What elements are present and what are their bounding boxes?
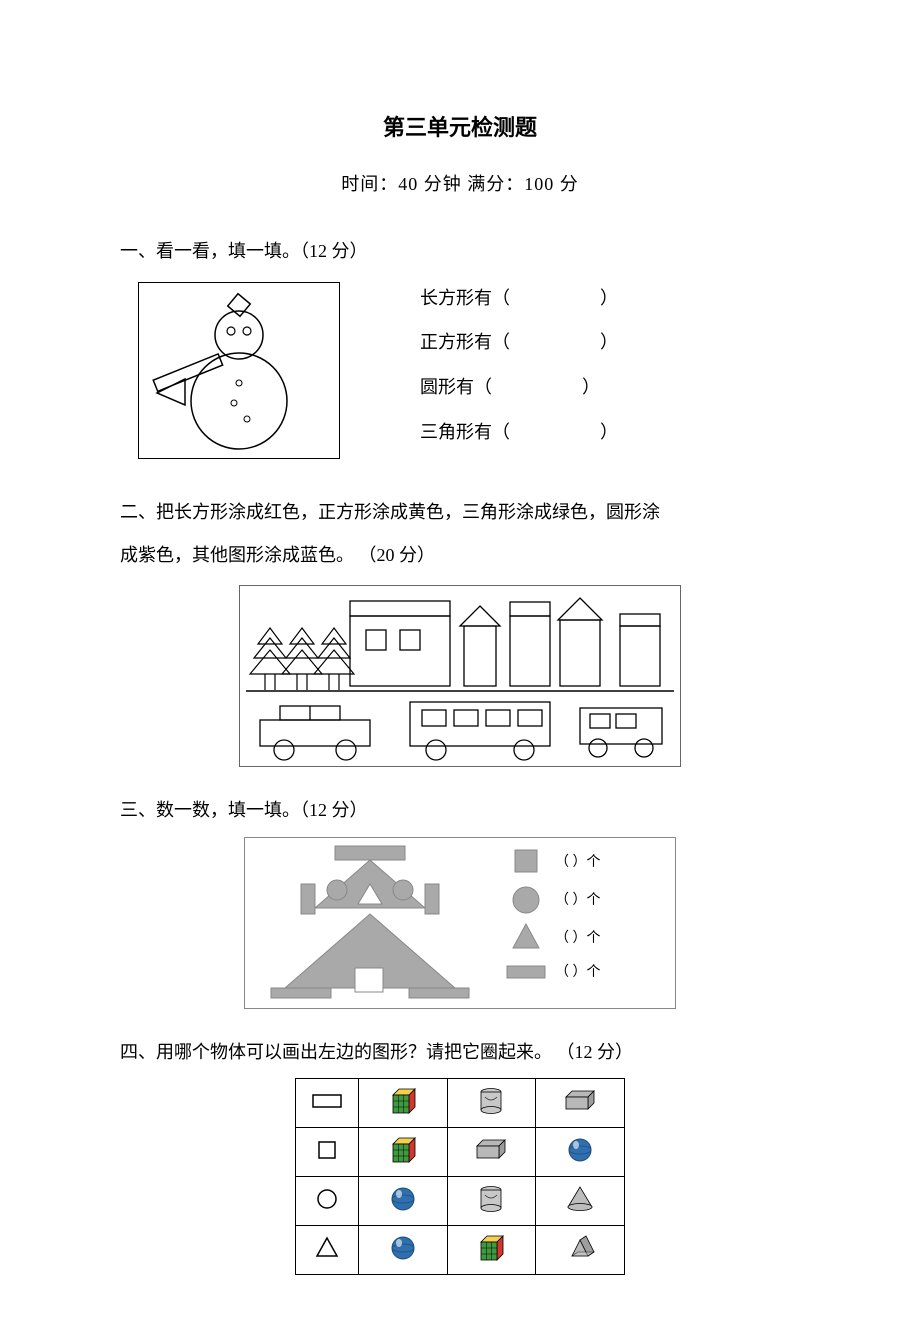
sphere-icon bbox=[359, 1226, 448, 1275]
page-subtitle: 时间：40 分钟 满分：100 分 bbox=[120, 170, 800, 196]
q4-figure-table bbox=[295, 1078, 625, 1275]
svg-text:（ ）个: （ ）个 bbox=[555, 964, 601, 980]
sphere-icon bbox=[359, 1177, 448, 1226]
q4-table bbox=[295, 1078, 625, 1275]
cube-icon bbox=[359, 1079, 448, 1128]
sphere-icon bbox=[536, 1128, 625, 1177]
tin-icon bbox=[447, 1079, 536, 1128]
subtitle-marks-label: 满分： bbox=[462, 174, 525, 194]
subtitle-duration-label: 时间： bbox=[341, 174, 398, 194]
q2-line2: 成紫色，其他图形涂成蓝色。 （20 分） bbox=[120, 534, 800, 577]
q2-heading: 二、把长方形涂成红色，正方形涂成黄色，三角形涂成绿色，圆形涂 成紫色，其他图形涂… bbox=[120, 491, 800, 577]
subtitle-duration: 40 分钟 bbox=[398, 174, 462, 194]
target-square-icon bbox=[296, 1128, 359, 1177]
target-rect-icon bbox=[296, 1079, 359, 1128]
q1-content: 长方形有（） 正方形有（） 圆形有（） 三角形有（） bbox=[120, 278, 800, 463]
tin-icon bbox=[447, 1177, 536, 1226]
q1-blank-square: 正方形有（） bbox=[420, 328, 800, 357]
cube-icon bbox=[359, 1128, 448, 1177]
target-circle-icon bbox=[296, 1177, 359, 1226]
q1-blanks: 长方形有（） 正方形有（） 圆形有（） 三角形有（） bbox=[340, 278, 800, 463]
svg-text:（ ）个: （ ）个 bbox=[555, 892, 601, 908]
q3-heading: 三、数一数，填一填。（12 分） bbox=[120, 791, 800, 831]
subtitle-marks: 100 分 bbox=[524, 174, 579, 194]
q1-blank-triangle: 三角形有（） bbox=[420, 418, 800, 447]
cone-icon bbox=[536, 1177, 625, 1226]
table-row bbox=[296, 1177, 625, 1226]
q4-heading: 四、用哪个物体可以画出左边的图形？请把它圈起来。 （12 分） bbox=[120, 1033, 800, 1073]
q1-figure-snowman bbox=[138, 282, 340, 459]
cube-icon bbox=[447, 1226, 536, 1275]
target-triangle-icon bbox=[296, 1226, 359, 1275]
worksheet-page: 第三单元检测题 时间：40 分钟 满分：100 分 一、看一看，填一填。（12 … bbox=[0, 0, 920, 1335]
q2-line1: 二、把长方形涂成红色，正方形涂成黄色，三角形涂成绿色，圆形涂 bbox=[120, 491, 800, 534]
q2-figure-cityscape bbox=[239, 585, 681, 767]
q1-blank-rect: 长方形有（） bbox=[420, 284, 800, 313]
table-row bbox=[296, 1079, 625, 1128]
svg-text:（ ）个: （ ）个 bbox=[555, 854, 601, 870]
prism-icon bbox=[536, 1226, 625, 1275]
table-row bbox=[296, 1226, 625, 1275]
q3-figure-robot: （ ）个 （ ）个 （ ）个 （ ）个 bbox=[244, 837, 676, 1009]
table-row bbox=[296, 1128, 625, 1177]
page-title: 第三单元检测题 bbox=[120, 110, 800, 142]
q1-blank-circle: 圆形有（） bbox=[420, 373, 800, 402]
cuboid-icon bbox=[536, 1079, 625, 1128]
q1-heading: 一、看一看，填一填。（12 分） bbox=[120, 232, 800, 272]
cuboid-icon bbox=[447, 1128, 536, 1177]
svg-text:（ ）个: （ ）个 bbox=[555, 930, 601, 946]
